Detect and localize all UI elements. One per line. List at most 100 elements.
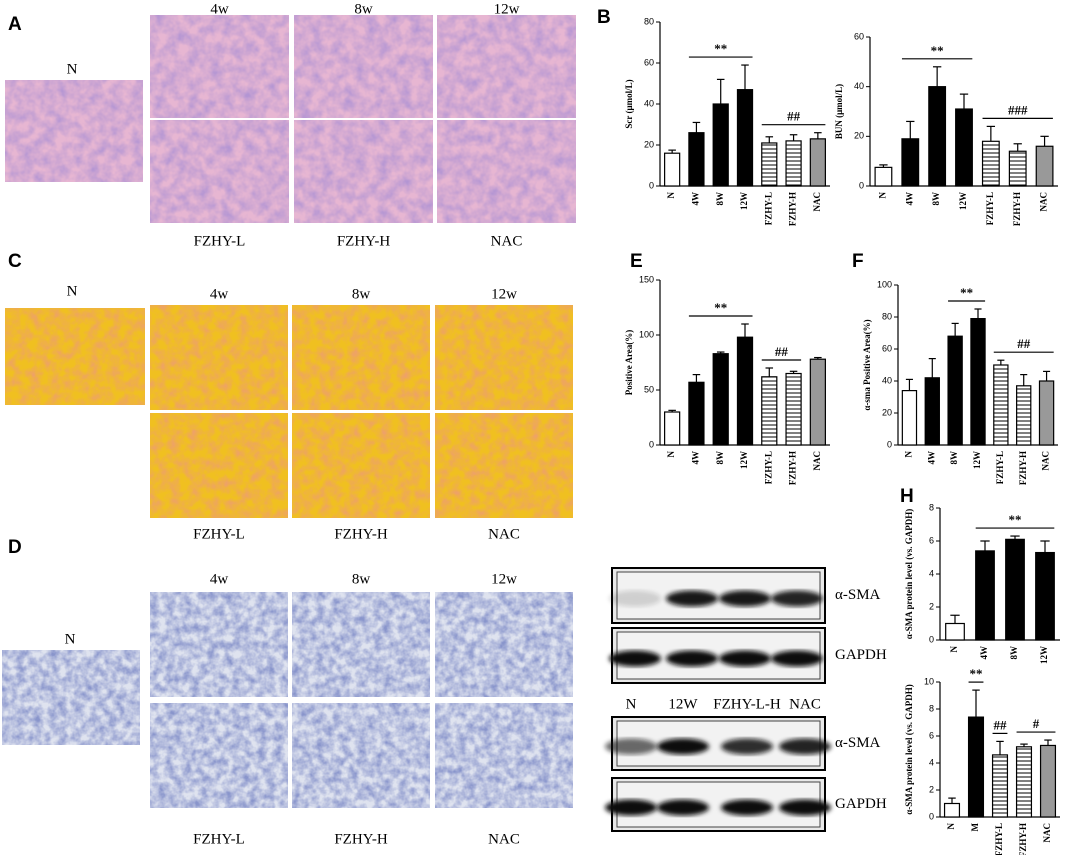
group-label: 8w [354, 1, 373, 17]
tissue-texture [150, 592, 288, 697]
group-label: 12w [491, 571, 517, 587]
y-tick-label: 0 [887, 439, 892, 449]
x-tick-label: 4W [690, 451, 700, 465]
bar [1038, 380, 1055, 446]
y-tick-label: 0 [929, 811, 934, 821]
bar [664, 152, 681, 187]
tissue-texture [437, 120, 576, 223]
group-label: N [67, 61, 78, 77]
x-tick-label: 4W [904, 192, 914, 206]
y-axis-label: α-SMA protein level (vs. GAPDH) [904, 509, 914, 640]
blot-band [609, 650, 661, 667]
x-tick-label: N [946, 823, 956, 830]
y-tick-label: 20 [644, 139, 654, 149]
blot-band [719, 650, 771, 667]
bar [955, 108, 973, 187]
y-tick-label: 0 [859, 180, 864, 190]
y-axis-label: Scr (μmol/L) [624, 79, 634, 128]
tissue-texture [150, 120, 289, 223]
x-tick-label: N [949, 646, 959, 653]
blot-row-label: α-SMA [835, 735, 881, 751]
lane-label: NAC [789, 696, 821, 712]
blot-band [666, 590, 718, 607]
x-tick-label: 12W [972, 451, 982, 469]
y-axis-label: α-SMA protein level (vs. GAPDH) [904, 684, 914, 815]
y-tick-label: 60 [644, 57, 654, 67]
blot-band [657, 799, 709, 816]
blot-band [609, 590, 661, 607]
tissue-texture [294, 120, 433, 223]
x-tick-label: 12W [1039, 646, 1049, 664]
bar [945, 622, 965, 641]
blot-band [605, 799, 657, 816]
y-tick-label: 40 [882, 375, 892, 385]
bar [1015, 746, 1033, 818]
bar [785, 372, 802, 446]
tissue-texture [150, 305, 288, 410]
x-tick-label: N [666, 451, 676, 458]
y-tick-label: 4 [929, 568, 934, 578]
bar [809, 138, 826, 187]
panel-letter: C [8, 251, 22, 272]
x-tick-label: N [666, 192, 676, 199]
bar [928, 86, 947, 187]
y-tick-label: 50 [644, 384, 654, 394]
tissue-texture [294, 15, 433, 118]
bar [1039, 744, 1057, 818]
x-tick-label: 4W [979, 646, 989, 660]
significance-mark: ### [1008, 102, 1028, 117]
group-label: FZHY-H [337, 233, 391, 249]
panel-letter: E [630, 251, 643, 272]
x-tick-label: 8W [949, 451, 959, 465]
x-tick-label: FZHY-L [985, 192, 995, 225]
blot-band [771, 650, 823, 667]
tissue-texture [435, 413, 573, 518]
panel-letter: F [852, 251, 864, 272]
x-tick-label: 8W [715, 451, 725, 465]
significance-mark: ## [775, 344, 789, 359]
group-label: 12w [491, 286, 517, 302]
x-tick-label: NAC [1041, 451, 1051, 471]
bar [924, 377, 940, 446]
bar [809, 358, 826, 446]
y-tick-label: 60 [882, 343, 892, 353]
lane-label: FZHY-L-H [713, 696, 781, 712]
x-tick-label: M [970, 823, 980, 832]
lane-label: N [626, 696, 637, 712]
group-label: 8w [352, 571, 371, 587]
group-label: 12w [494, 1, 520, 17]
significance-mark: ** [714, 41, 727, 56]
tissue-texture [292, 413, 430, 518]
bar [1005, 538, 1025, 641]
bar [1008, 150, 1027, 187]
significance-mark: ** [1009, 512, 1022, 527]
tissue-texture [150, 413, 288, 518]
tissue-texture [2, 650, 140, 745]
x-tick-label: 8W [1009, 646, 1019, 660]
y-tick-label: 4 [929, 757, 934, 767]
significance-mark: ** [970, 666, 983, 681]
x-tick-label: FZHY-L [763, 192, 773, 225]
bar [688, 132, 705, 187]
y-tick-label: 0 [649, 439, 654, 449]
tissue-texture [150, 15, 289, 118]
group-label: N [65, 631, 76, 647]
group-label: N [67, 283, 78, 299]
blot-row-label: GAPDH [835, 796, 887, 812]
blot-band [721, 738, 773, 755]
blot-row-label: GAPDH [835, 647, 887, 663]
bar [736, 336, 754, 446]
y-tick-label: 8 [929, 502, 934, 512]
panel-letter: A [8, 14, 22, 35]
x-tick-label: N [903, 451, 913, 458]
bar [993, 364, 1009, 446]
blot-band [719, 590, 771, 607]
blot-band [657, 738, 709, 755]
bar [975, 550, 995, 641]
panel-letter: H [900, 486, 914, 507]
bar [1035, 551, 1055, 641]
y-tick-label: 100 [877, 279, 892, 289]
blot-band [779, 799, 831, 816]
group-label: 4w [210, 286, 229, 302]
x-tick-label: FZHY-L [763, 451, 773, 484]
